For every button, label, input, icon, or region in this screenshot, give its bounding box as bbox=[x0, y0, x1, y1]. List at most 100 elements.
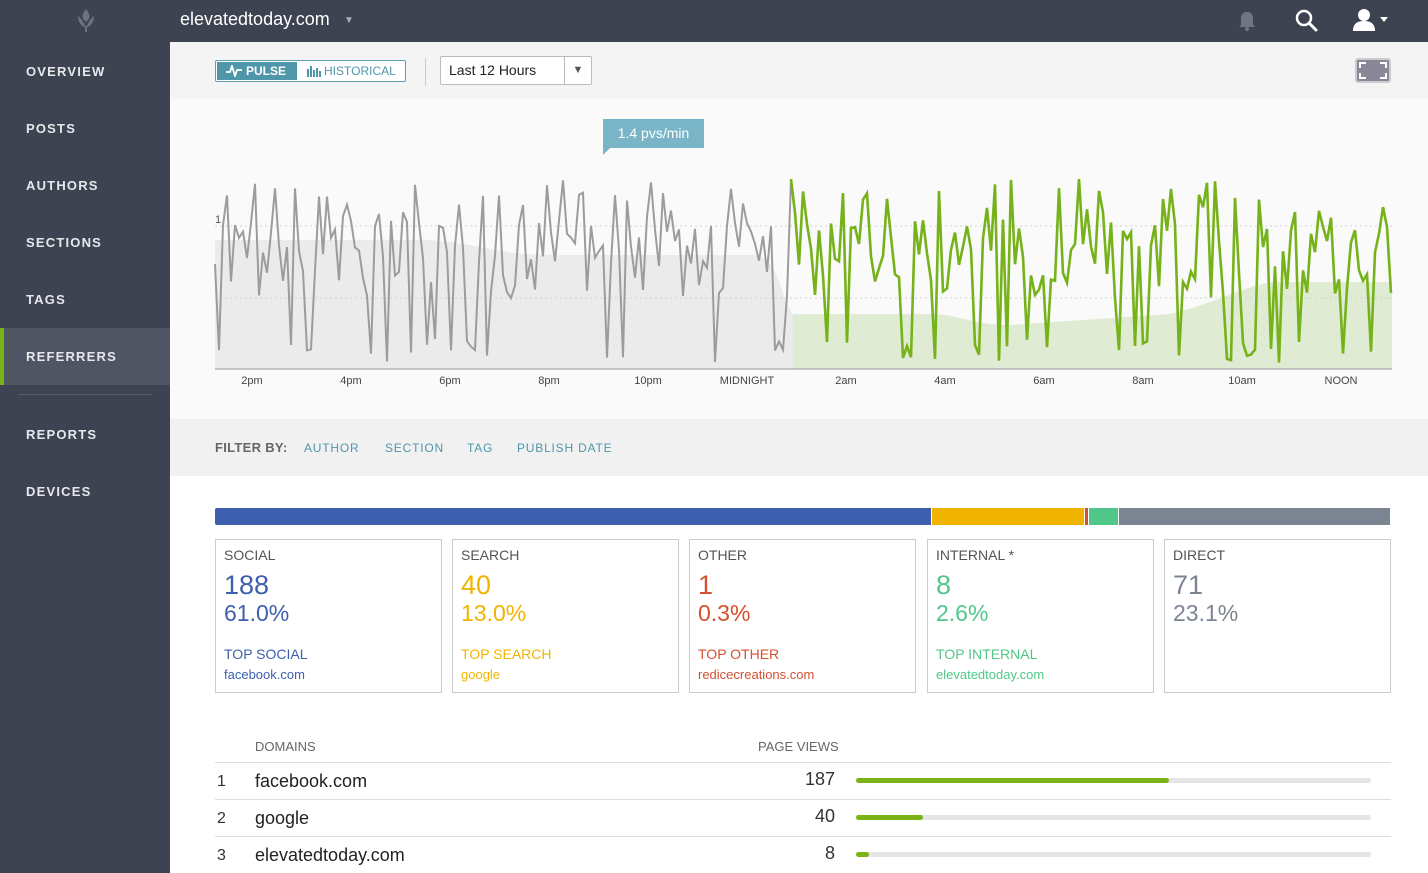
referrer-card-direct[interactable]: DIRECT 71 23.1% bbox=[1164, 539, 1391, 693]
fullscreen-button[interactable] bbox=[1355, 58, 1391, 83]
x-tick-label: 4pm bbox=[340, 375, 361, 387]
sidebar: OVERVIEW POSTS AUTHORS SECTIONS TAGS REF… bbox=[0, 42, 170, 873]
user-icon[interactable] bbox=[1352, 8, 1390, 32]
card-percentage: 0.3% bbox=[698, 600, 751, 626]
historical-label: HISTORICAL bbox=[324, 64, 396, 78]
card-title: DIRECT bbox=[1173, 547, 1226, 563]
x-tick-label: 2am bbox=[835, 375, 856, 387]
filter-tag[interactable]: TAG bbox=[467, 441, 494, 455]
sidebar-item-sections[interactable]: SECTIONS bbox=[26, 235, 103, 250]
referrer-card-search[interactable]: SEARCH 40 13.0% TOP SEARCH google bbox=[452, 539, 679, 693]
pulse-chart-svg: 1 2pm 4pm 6pm 8pm 10pm MIDNIGHT 2am 4am 6am 8am 10… bbox=[214, 178, 1393, 387]
past-series-line bbox=[214, 179, 792, 363]
card-top-value[interactable]: elevatedtoday.com bbox=[936, 667, 1045, 682]
chevron-down-icon[interactable]: ▼ bbox=[564, 57, 591, 84]
card-percentage: 13.0% bbox=[461, 600, 527, 626]
site-title[interactable]: elevatedtoday.com bbox=[180, 9, 330, 29]
filter-author[interactable]: AUTHOR bbox=[304, 441, 360, 455]
sidebar-item-tags[interactable]: TAGS bbox=[26, 292, 66, 307]
table-row[interactable]: 3 elevatedtoday.com 8 bbox=[215, 836, 1391, 873]
card-top-value[interactable]: google bbox=[461, 667, 501, 682]
pulse-icon bbox=[226, 65, 242, 77]
bell-icon[interactable] bbox=[1236, 10, 1258, 32]
domains-column-header[interactable]: DOMAINS bbox=[255, 739, 316, 754]
table-row[interactable]: 1 facebook.com 187 bbox=[215, 762, 1391, 799]
row-rank: 1 bbox=[217, 773, 226, 790]
pulse-tab[interactable]: PULSE bbox=[217, 62, 297, 80]
bar-chart-icon bbox=[307, 66, 321, 77]
x-tick-label: 6pm bbox=[439, 375, 460, 387]
card-top-value[interactable]: facebook.com bbox=[224, 667, 305, 682]
x-axis-ticks: 2pm 4pm 6pm 8pm 10pm MIDNIGHT 2am 4am 6am 8am 10am… bbox=[241, 375, 1357, 387]
row-progress-track bbox=[856, 778, 1371, 783]
card-top-value[interactable]: redicecreations.com bbox=[698, 667, 815, 682]
card-percentage: 61.0% bbox=[224, 600, 290, 626]
x-tick-label: 2pm bbox=[241, 375, 262, 387]
row-rank: 3 bbox=[217, 847, 226, 864]
share-segment bbox=[932, 508, 1086, 525]
row-progress-fill bbox=[856, 778, 1170, 783]
card-top-label: TOP SOCIAL bbox=[224, 646, 308, 662]
sidebar-item-reports[interactable]: REPORTS bbox=[26, 427, 98, 442]
card-top-label: TOP INTERNAL bbox=[936, 646, 1038, 662]
x-tick-label: 10pm bbox=[634, 375, 662, 387]
current-average-area bbox=[793, 282, 1392, 369]
share-segment bbox=[1088, 508, 1120, 525]
x-tick-label: MIDNIGHT bbox=[720, 375, 775, 387]
sidebar-item-devices[interactable]: DEVICES bbox=[26, 484, 92, 499]
toolbar-divider bbox=[425, 58, 426, 86]
sidebar-item-authors[interactable]: AUTHORS bbox=[26, 178, 99, 193]
search-icon[interactable] bbox=[1294, 8, 1318, 32]
referrer-share-bar bbox=[215, 508, 1391, 525]
card-percentage: 2.6% bbox=[936, 600, 989, 626]
sidebar-item-referrers[interactable]: REFERRERS bbox=[0, 328, 170, 385]
row-domain[interactable]: google bbox=[255, 808, 310, 828]
logo-icon[interactable] bbox=[72, 6, 100, 34]
historical-tab[interactable]: HISTORICAL bbox=[304, 62, 396, 80]
top-bar: elevatedtoday.com ▼ bbox=[0, 0, 1428, 42]
toolbar: PULSE HISTORICAL Last 12 Hours ▼ bbox=[170, 42, 1428, 99]
filter-bar: FILTER BY: AUTHOR SECTION TAG PUBLISH DA… bbox=[170, 419, 1428, 476]
card-title: INTERNAL * bbox=[936, 547, 1015, 563]
row-progress-track bbox=[856, 815, 1371, 820]
fullscreen-icon bbox=[1359, 62, 1387, 79]
sidebar-divider bbox=[18, 394, 152, 395]
chevron-down-icon[interactable]: ▼ bbox=[344, 15, 354, 26]
y-tick-label: 1 bbox=[215, 214, 221, 226]
filter-label: FILTER BY: bbox=[215, 440, 288, 455]
table-row[interactable]: 2 google 40 bbox=[215, 799, 1391, 836]
row-domain[interactable]: facebook.com bbox=[255, 771, 368, 791]
sidebar-item-overview[interactable]: OVERVIEW bbox=[26, 64, 106, 79]
sidebar-item-posts[interactable]: POSTS bbox=[26, 121, 77, 136]
card-count: 71 bbox=[1173, 570, 1204, 600]
share-segment bbox=[1119, 508, 1391, 525]
row-page-views: 8 bbox=[824, 843, 835, 863]
card-percentage: 23.1% bbox=[1173, 600, 1239, 626]
pulse-chart: 1 2pm 4pm 6pm 8pm 10pm MIDNIGHT 2am 4am 6am 8am 10… bbox=[170, 99, 1428, 419]
card-title: SEARCH bbox=[461, 547, 520, 563]
card-title: OTHER bbox=[698, 547, 747, 563]
x-tick-label: 8pm bbox=[538, 375, 559, 387]
filter-publish-date[interactable]: PUBLISH DATE bbox=[517, 441, 613, 455]
row-domain[interactable]: elevatedtoday.com bbox=[255, 845, 405, 865]
time-range-select[interactable]: Last 12 Hours ▼ bbox=[440, 56, 592, 85]
share-segment bbox=[215, 508, 933, 525]
row-progress-track bbox=[856, 852, 1371, 857]
referrer-card-social[interactable]: SOCIAL 188 61.0% TOP SOCIAL facebook.com bbox=[215, 539, 442, 693]
tooltip-pointer bbox=[603, 148, 610, 155]
view-toggle: PULSE HISTORICAL bbox=[215, 60, 406, 82]
pulse-label: PULSE bbox=[246, 64, 287, 78]
card-title: SOCIAL bbox=[224, 547, 276, 563]
row-page-views: 40 bbox=[814, 806, 835, 826]
page-views-column-header[interactable]: PAGE VIEWS bbox=[758, 739, 839, 754]
card-count: 8 bbox=[936, 570, 952, 600]
referrer-card-other[interactable]: OTHER 1 0.3% TOP OTHER redicecreations.com bbox=[689, 539, 916, 693]
x-tick-label: 6am bbox=[1033, 375, 1054, 387]
filter-section[interactable]: SECTION bbox=[385, 441, 444, 455]
referrer-card-internal[interactable]: INTERNAL * 8 2.6% TOP INTERNAL elevatedtoday… bbox=[927, 539, 1154, 693]
card-count: 1 bbox=[698, 570, 714, 600]
time-range-value: Last 12 Hours bbox=[449, 62, 537, 78]
chart-tooltip: 1.4 pvs/min bbox=[603, 119, 704, 148]
past-average-area bbox=[215, 240, 793, 369]
x-tick-label: NOON bbox=[1325, 375, 1358, 387]
